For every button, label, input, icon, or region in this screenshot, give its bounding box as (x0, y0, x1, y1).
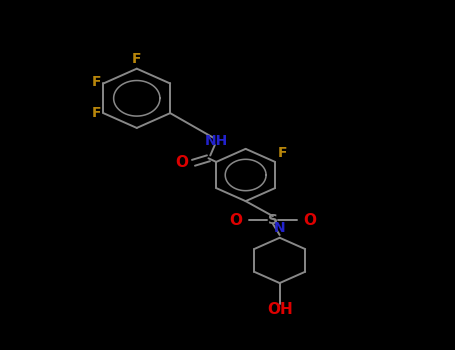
Text: OH: OH (267, 302, 293, 317)
Text: O: O (175, 155, 188, 170)
Text: S: S (268, 213, 278, 227)
Text: O: O (303, 213, 316, 228)
Text: F: F (91, 106, 101, 120)
Text: F: F (91, 75, 101, 89)
Text: N: N (274, 221, 285, 235)
Text: F: F (278, 146, 287, 160)
Text: O: O (229, 213, 243, 228)
Text: F: F (132, 52, 142, 66)
Text: NH: NH (205, 134, 228, 148)
